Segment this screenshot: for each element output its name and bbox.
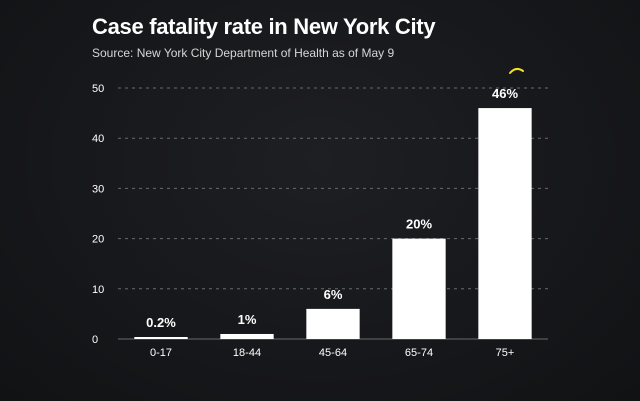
x-tick-label: 0-17 (150, 347, 172, 359)
pen-annotation-mark (509, 67, 524, 74)
bar-75+ (478, 108, 532, 339)
data-label: 20% (406, 217, 432, 232)
data-label: 46% (492, 86, 518, 101)
bar-45-64 (306, 308, 360, 339)
bar-18-44 (220, 333, 274, 339)
x-tick-label: 18-44 (233, 347, 261, 359)
bar-0-17 (134, 337, 188, 339)
x-tick-label: 75+ (496, 347, 515, 359)
data-label: 0.2% (146, 315, 176, 330)
x-tick-label: 45-64 (319, 347, 347, 359)
y-tick-label: 50 (92, 83, 104, 95)
data-label: 1% (238, 312, 257, 327)
data-label: 6% (324, 287, 343, 302)
y-tick-label: 30 (92, 183, 104, 195)
y-tick-label: 0 (92, 334, 98, 346)
x-tick-label: 65-74 (405, 347, 433, 359)
y-tick-label: 40 (92, 133, 104, 145)
chart-subtitle: Source: New York City Department of Heal… (92, 46, 395, 60)
bar-65-74 (392, 238, 446, 339)
y-tick-label: 20 (92, 234, 104, 246)
y-tick-label: 10 (92, 284, 104, 296)
chart-title: Case fatality rate in New York City (92, 14, 436, 39)
